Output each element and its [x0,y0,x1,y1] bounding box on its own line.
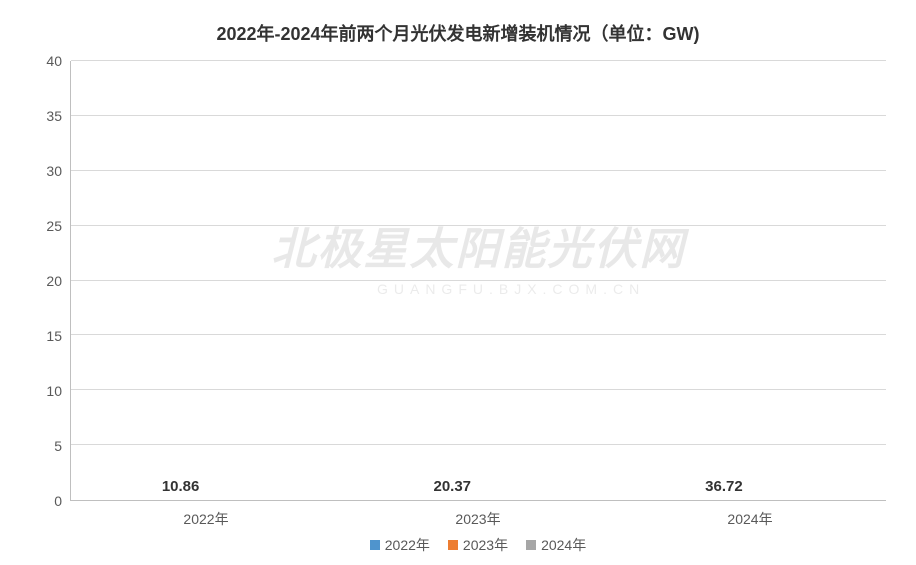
y-axis: 0 5 10 15 20 25 30 35 40 [30,61,70,501]
x-label-2023: 2023年 [342,509,614,529]
y-tick-0: 0 [54,493,62,509]
grid-area: 北极星太阳能光伏网 GUANGFU.BJX.COM.CN 10.86 20.37… [70,61,886,501]
legend-label: 2023年 [463,535,508,555]
legend-item-2023: 2023年 [448,535,508,555]
y-tick-30: 30 [46,163,62,179]
chart-title: 2022年-2024年前两个月光伏发电新增装机情况（单位：GW) [30,20,886,46]
chart-container: 2022年-2024年前两个月光伏发电新增装机情况（单位：GW) 0 5 10 … [0,0,916,565]
legend-swatch [526,540,536,550]
x-label-2024: 2024年 [614,509,886,529]
bar-value-label: 36.72 [705,478,743,495]
y-tick-25: 25 [46,218,62,234]
legend: 2022年 2023年 2024年 [70,535,886,555]
legend-swatch [370,540,380,550]
x-label-2022: 2022年 [70,509,342,529]
legend-label: 2022年 [385,535,430,555]
plot-area: 0 5 10 15 20 25 30 35 40 北极星太阳能光伏网 GUANG… [30,61,886,501]
y-tick-20: 20 [46,273,62,289]
legend-item-2024: 2024年 [526,535,586,555]
bars-group: 10.86 20.37 36.72 [71,61,886,500]
y-tick-10: 10 [46,383,62,399]
bar-value-label: 10.86 [162,478,200,495]
legend-swatch [448,540,458,550]
legend-label: 2024年 [541,535,586,555]
y-tick-15: 15 [46,328,62,344]
y-tick-5: 5 [54,438,62,454]
y-tick-35: 35 [46,108,62,124]
x-axis-labels: 2022年 2023年 2024年 [70,509,886,529]
legend-item-2022: 2022年 [370,535,430,555]
y-tick-40: 40 [46,53,62,69]
bar-value-label: 20.37 [433,478,471,495]
